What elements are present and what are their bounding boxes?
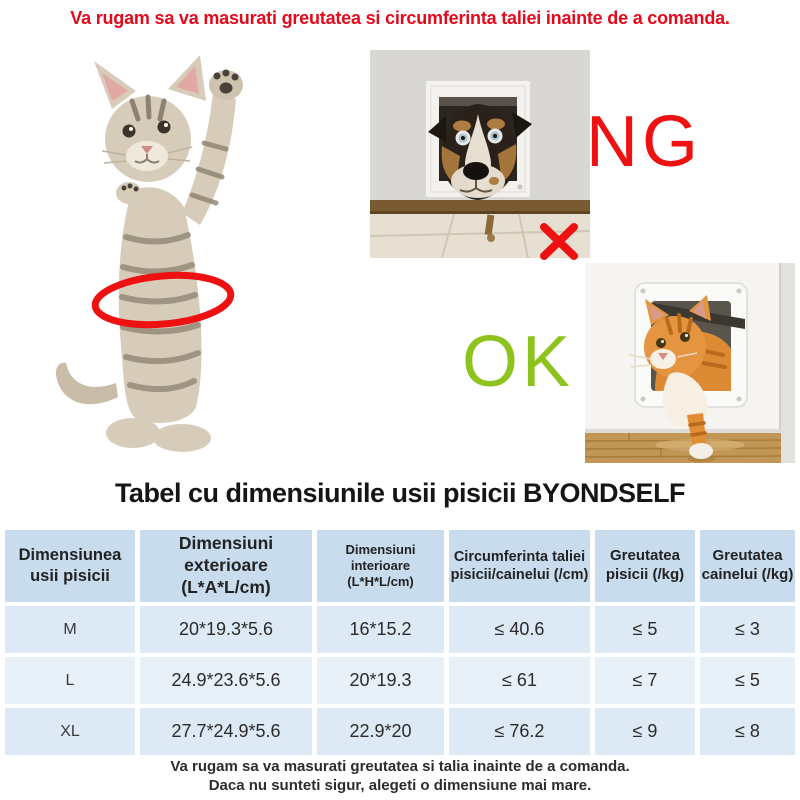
ng-label: NG: [586, 102, 702, 182]
cat-photo: [585, 263, 795, 463]
size-table: Dimensiunea usii pisicii Dimensiuni exte…: [5, 530, 795, 755]
row-l-cat-weight: ≤ 7: [595, 657, 695, 704]
row-l-exterior: 24.9*23.6*5.6: [140, 657, 312, 704]
row-l-interior: 20*19.3: [317, 657, 444, 704]
cross-icon: [540, 223, 578, 260]
row-m-dog-weight: ≤ 3: [700, 606, 795, 653]
row-xl-circumference: ≤ 76.2: [449, 708, 590, 755]
notice-bottom-line1: Va rugam sa va masurati greutatea si tal…: [170, 758, 630, 775]
notice-bottom-line2: Daca nu sunteti sigur, alegeti o dimensi…: [208, 777, 592, 794]
row-m-circumference: ≤ 40.6: [449, 606, 590, 653]
row-xl-exterior: 27.7*24.9*5.6: [140, 708, 312, 755]
kitten-photo: [55, 55, 243, 452]
dog-head: [428, 104, 532, 200]
section-title: Tabel cu dimensiunile usii pisicii BYOND…: [114, 478, 686, 508]
row-xl-size: XL: [5, 708, 135, 755]
notice-top: Va rugam sa va masurati greutatea si cir…: [70, 8, 730, 28]
header-interior-dimensions: Dimensiuni interioare (L*H*L/cm): [317, 530, 444, 602]
row-m-exterior: 20*19.3*5.6: [140, 606, 312, 653]
notice-bottom: Va rugam sa va masurati greutatea si tal…: [0, 757, 800, 795]
row-l-circumference: ≤ 61: [449, 657, 590, 704]
row-l-size: L: [5, 657, 135, 704]
row-m-interior: 16*15.2: [317, 606, 444, 653]
row-xl-interior: 22.9*20: [317, 708, 444, 755]
waist-measure-ellipse: [91, 271, 235, 329]
open-flap: [653, 303, 745, 329]
cat-body: [628, 295, 731, 462]
row-m-size: M: [5, 606, 135, 653]
header-exterior-dimensions: Dimensiuni exterioare (L*A*L/cm): [140, 530, 312, 602]
kitten-illustration: [55, 55, 243, 452]
row-l-dog-weight: ≤ 5: [700, 657, 795, 704]
header-waist-circumference: Circumferinta taliei pisicii/cainelui (/…: [449, 530, 590, 602]
row-xl-cat-weight: ≤ 9: [595, 708, 695, 755]
ok-label: OK: [462, 322, 575, 402]
header-door-size: Dimensiunea usii pisicii: [5, 530, 135, 602]
header-cat-weight: Greutatea pisicii (/kg): [595, 530, 695, 602]
row-xl-dog-weight: ≤ 8: [700, 708, 795, 755]
row-m-cat-weight: ≤ 5: [595, 606, 695, 653]
header-dog-weight: Greutatea cainelui (/kg): [700, 530, 795, 602]
